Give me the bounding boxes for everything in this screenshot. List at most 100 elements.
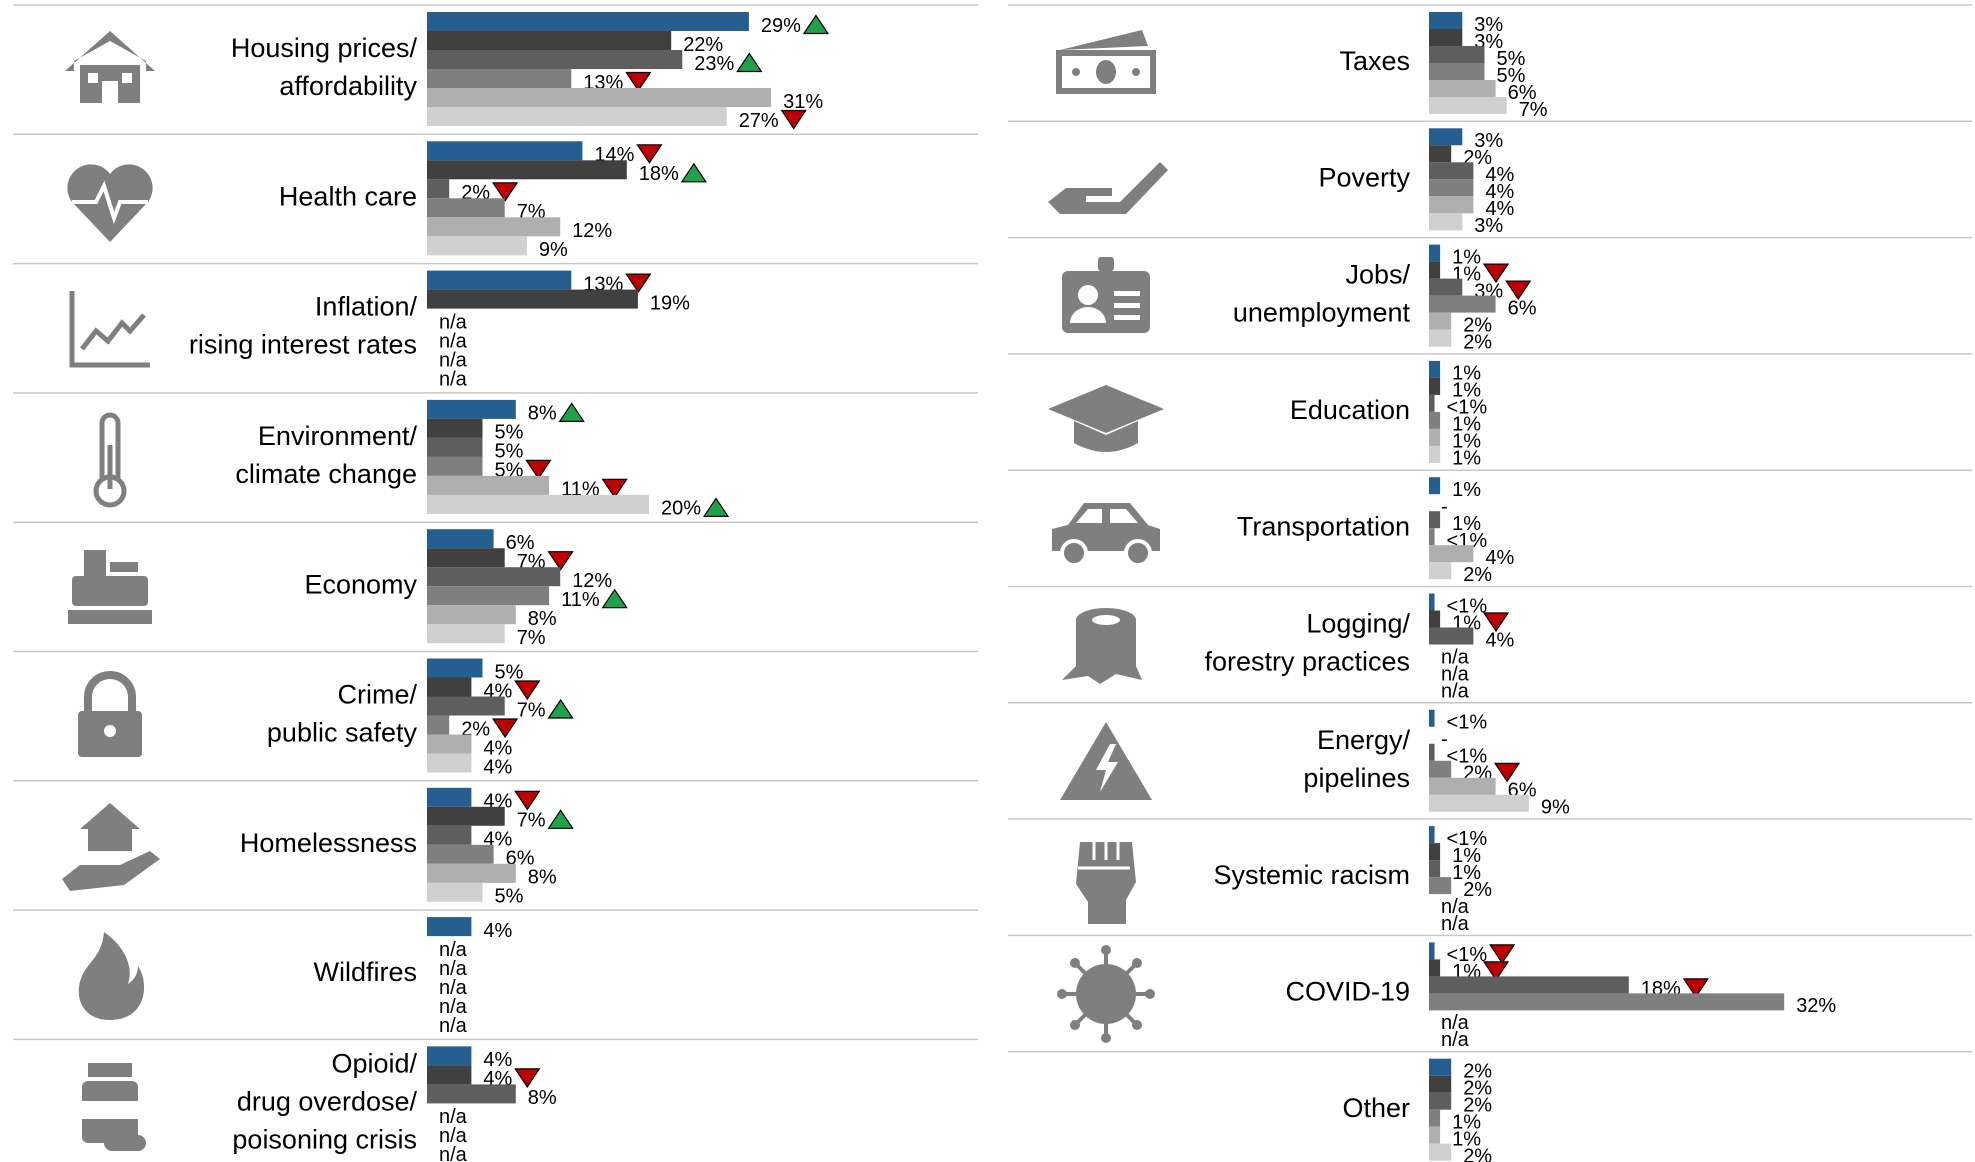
category-label: Taxes <box>1339 46 1410 76</box>
value-label: <1% <box>1447 595 1488 617</box>
value-label: 2% <box>1463 331 1492 353</box>
value-label: <1% <box>1447 828 1488 850</box>
value-label: n/a <box>1441 680 1470 702</box>
value-label: n/a <box>439 1125 468 1147</box>
value-label: 8% <box>528 403 557 425</box>
value-label: n/a <box>1441 1029 1470 1051</box>
bar <box>1429 528 1435 546</box>
bar <box>1429 959 1441 977</box>
bar <box>427 160 627 180</box>
category-label: Logging/ <box>1306 609 1410 639</box>
bar <box>427 1065 472 1085</box>
value-label: 32% <box>1796 995 1836 1017</box>
bar <box>427 586 550 606</box>
bar <box>1429 826 1435 844</box>
bar <box>1429 428 1441 446</box>
icon-id-badge <box>1062 257 1150 333</box>
bar <box>427 494 649 514</box>
bar <box>427 69 572 88</box>
value-label: 7% <box>517 627 546 649</box>
bar <box>1429 1143 1452 1161</box>
bar <box>427 456 483 476</box>
bar <box>1429 860 1441 878</box>
bar <box>427 141 583 161</box>
bar <box>427 715 450 735</box>
category-label: pipelines <box>1303 763 1410 793</box>
value-label: n/a <box>439 330 468 352</box>
change-down <box>636 144 663 164</box>
change-down <box>1482 961 1510 981</box>
bar <box>1429 511 1441 529</box>
value-label: 5% <box>495 886 524 908</box>
bar <box>1429 97 1507 114</box>
icon-heart <box>67 164 153 242</box>
icon-pill-bottle <box>82 1063 146 1151</box>
bar <box>1429 128 1463 146</box>
bar <box>427 605 516 625</box>
value-label: <1% <box>1447 397 1488 419</box>
category-label: Other <box>1342 1093 1410 1123</box>
category-label: Transportation <box>1237 511 1410 541</box>
value-label: 29% <box>761 15 801 37</box>
bar <box>1429 562 1452 580</box>
icon-lock <box>78 671 142 757</box>
value-label: 1% <box>1452 1111 1481 1133</box>
bar <box>1429 12 1463 29</box>
value-label: 1% <box>1452 414 1481 436</box>
bar <box>1429 477 1441 495</box>
value-label: n/a <box>1441 896 1470 918</box>
bar <box>1429 976 1629 994</box>
bar <box>427 806 505 826</box>
bar <box>1429 1075 1452 1093</box>
value-label: n/a <box>1441 1012 1470 1034</box>
bar <box>1429 162 1474 180</box>
value-label: n/a <box>439 311 468 333</box>
category-label: Economy <box>304 569 417 599</box>
value-label: 4% <box>483 1049 512 1071</box>
icon-stump <box>1062 608 1142 684</box>
bar <box>1429 312 1452 330</box>
category-label: Environment/ <box>258 421 418 451</box>
change-down <box>514 680 541 701</box>
bar <box>427 917 472 937</box>
change-down <box>780 109 807 130</box>
bar <box>1429 545 1474 563</box>
value-label: n/a <box>439 939 468 961</box>
bar <box>427 88 772 107</box>
category-label: Wildfires <box>313 957 417 987</box>
change-up <box>547 698 574 719</box>
category-label: unemployment <box>1233 298 1411 328</box>
value-label: <1% <box>1447 944 1488 966</box>
bar <box>427 882 483 902</box>
bar <box>427 217 561 237</box>
bar <box>1429 760 1452 778</box>
value-label: 1% <box>1452 448 1481 470</box>
icon-house <box>65 31 155 103</box>
value-label: 12% <box>572 570 612 592</box>
category-label: poisoning crisis <box>232 1125 417 1155</box>
change-down <box>1489 944 1516 964</box>
value-label: 6% <box>506 532 535 554</box>
bar <box>1429 411 1441 429</box>
bar <box>1429 360 1441 378</box>
icon-growth-chart <box>69 291 150 368</box>
value-label: 27% <box>739 110 779 132</box>
value-label: n/a <box>439 958 468 980</box>
change-down <box>514 790 541 811</box>
value-label: 2% <box>1463 1145 1492 1162</box>
change-down <box>1493 762 1521 783</box>
change-down <box>1482 612 1510 633</box>
bar <box>427 825 472 845</box>
value-label: n/a <box>439 977 468 999</box>
category-label: Systemic racism <box>1213 860 1410 890</box>
icon-virus <box>1057 945 1155 1043</box>
value-label: 4% <box>1485 629 1514 651</box>
bar <box>427 548 505 568</box>
change-down <box>514 1068 541 1088</box>
value-label: 1% <box>1452 431 1481 453</box>
category-label: Poverty <box>1318 162 1410 192</box>
change-up <box>736 52 763 73</box>
value-label: - <box>1441 729 1448 751</box>
bar <box>427 198 505 218</box>
